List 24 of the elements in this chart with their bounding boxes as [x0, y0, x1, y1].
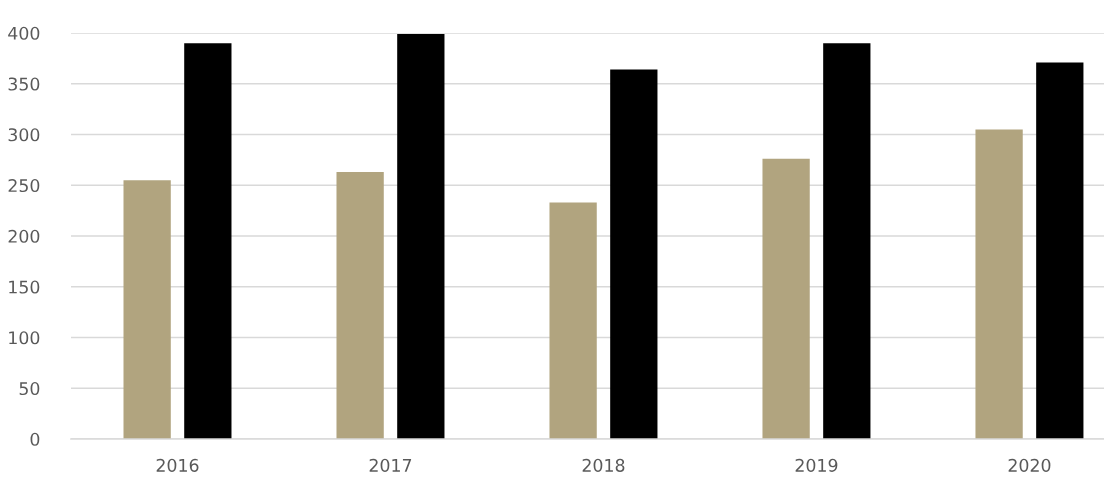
- bar: [975, 129, 1023, 439]
- bar: [397, 34, 445, 439]
- x-tick-label: 2020: [1008, 458, 1051, 472]
- y-tick-label: 400: [8, 26, 40, 40]
- y-tick-label: 350: [8, 77, 40, 91]
- bar: [336, 172, 384, 439]
- y-tick-label: 100: [9, 331, 40, 345]
- bar: [762, 158, 810, 439]
- bar: [549, 202, 597, 439]
- x-tick-label: 2016: [156, 458, 199, 472]
- bar: [123, 180, 171, 439]
- bar: [1036, 62, 1084, 439]
- bar: [610, 69, 658, 439]
- y-tick-label: 250: [8, 178, 40, 193]
- y-tick-label: 300: [8, 128, 40, 142]
- x-tick-label: 2017: [369, 458, 412, 472]
- bar: [184, 43, 232, 439]
- y-tick-label: 0: [30, 432, 40, 446]
- x-tick-label: 2019: [795, 458, 838, 472]
- y-tick-label: 50: [19, 381, 40, 396]
- y-tick-label: 200: [8, 229, 40, 243]
- x-tick-label: 2018: [582, 458, 625, 472]
- bar: [823, 43, 871, 439]
- y-tick-label: 150: [9, 280, 40, 294]
